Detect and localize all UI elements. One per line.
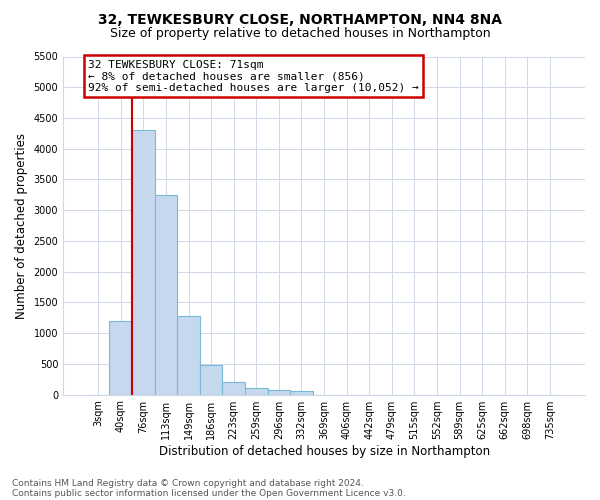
Text: 32 TEWKESBURY CLOSE: 71sqm
← 8% of detached houses are smaller (856)
92% of semi: 32 TEWKESBURY CLOSE: 71sqm ← 8% of detac…	[88, 60, 419, 93]
Bar	[200, 366, 223, 394]
Bar	[155, 195, 177, 394]
Bar	[177, 316, 200, 394]
Bar	[223, 382, 245, 394]
Text: 32, TEWKESBURY CLOSE, NORTHAMPTON, NN4 8NA: 32, TEWKESBURY CLOSE, NORTHAMPTON, NN4 8…	[98, 12, 502, 26]
Text: Contains HM Land Registry data © Crown copyright and database right 2024.: Contains HM Land Registry data © Crown c…	[12, 478, 364, 488]
Bar	[290, 391, 313, 394]
Text: Contains public sector information licensed under the Open Government Licence v3: Contains public sector information licen…	[12, 488, 406, 498]
Text: Size of property relative to detached houses in Northampton: Size of property relative to detached ho…	[110, 28, 490, 40]
Y-axis label: Number of detached properties: Number of detached properties	[15, 132, 28, 318]
Bar	[245, 388, 268, 394]
X-axis label: Distribution of detached houses by size in Northampton: Distribution of detached houses by size …	[158, 444, 490, 458]
Bar	[132, 130, 155, 394]
Bar	[109, 321, 132, 394]
Bar	[268, 390, 290, 394]
